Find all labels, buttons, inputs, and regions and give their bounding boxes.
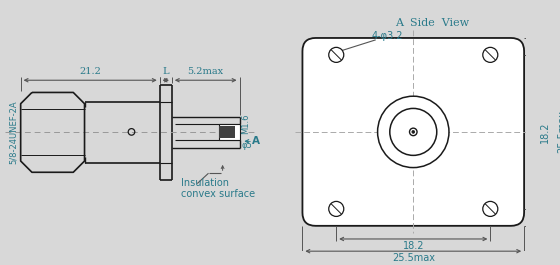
Circle shape [377,96,449,167]
Circle shape [390,108,437,155]
Text: convex surface: convex surface [181,189,255,199]
Circle shape [412,130,415,133]
Circle shape [329,201,344,217]
Text: 25.5max: 25.5max [557,111,560,153]
Text: 18.2: 18.2 [403,241,424,251]
Text: 5.2max: 5.2max [188,68,224,77]
Text: A: A [252,136,260,146]
Circle shape [409,128,417,136]
Bar [219,124,240,140]
Text: 5/8-24UNEF-2A: 5/8-24UNEF-2A [8,100,18,164]
Circle shape [483,201,498,217]
Text: 21.2: 21.2 [79,68,101,77]
Text: M1.6: M1.6 [241,113,250,134]
Text: Insulation: Insulation [181,178,229,188]
Text: φ5: φ5 [241,142,252,151]
Text: 18.2: 18.2 [540,121,550,143]
Text: 4-φ3.2: 4-φ3.2 [371,31,403,41]
Text: 25.5max: 25.5max [392,253,435,263]
FancyBboxPatch shape [302,38,524,226]
Text: L: L [162,68,169,77]
Circle shape [483,47,498,62]
Circle shape [329,47,344,62]
Text: A  Side  View: A Side View [395,18,469,28]
Bar [219,126,235,139]
